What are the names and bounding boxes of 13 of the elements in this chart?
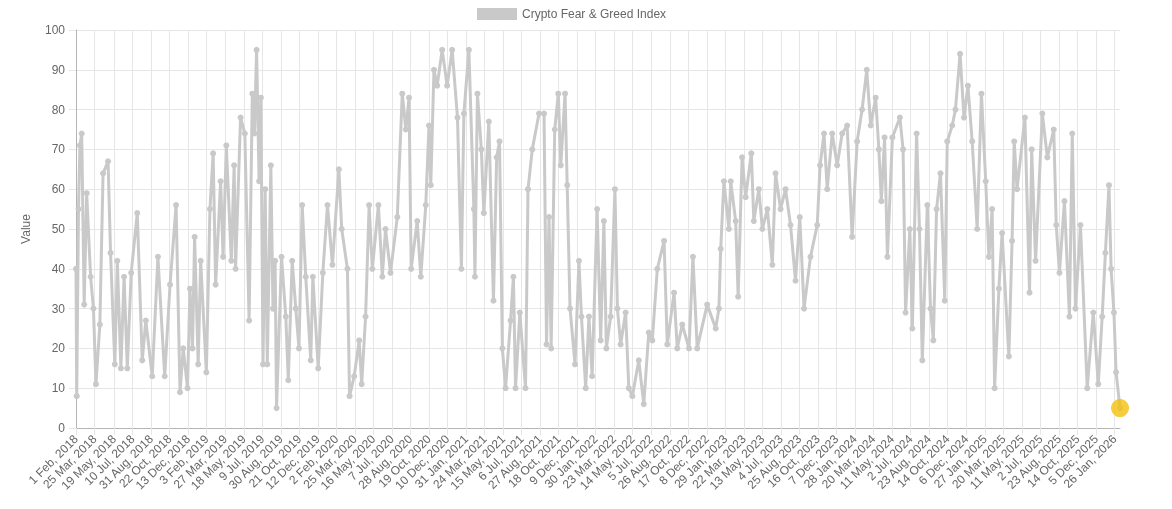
y-tick-label: 10	[51, 381, 66, 396]
y-axis-title: Value	[19, 213, 33, 244]
y-tick-label: 70	[51, 142, 66, 157]
y-tick-label: 60	[51, 182, 66, 197]
y-tick-label: 20	[51, 341, 66, 356]
y-tick-label: 80	[51, 102, 66, 117]
legend-label: Crypto Fear & Greed Index	[522, 7, 667, 21]
y-tick-label: 100	[44, 23, 66, 37]
y-tick-label: 90	[51, 62, 66, 77]
y-tick-label: 30	[51, 301, 66, 316]
y-tick-label: 50	[51, 222, 66, 236]
y-tick-label: 40	[51, 261, 66, 276]
y-tick-label: 0	[58, 421, 66, 435]
